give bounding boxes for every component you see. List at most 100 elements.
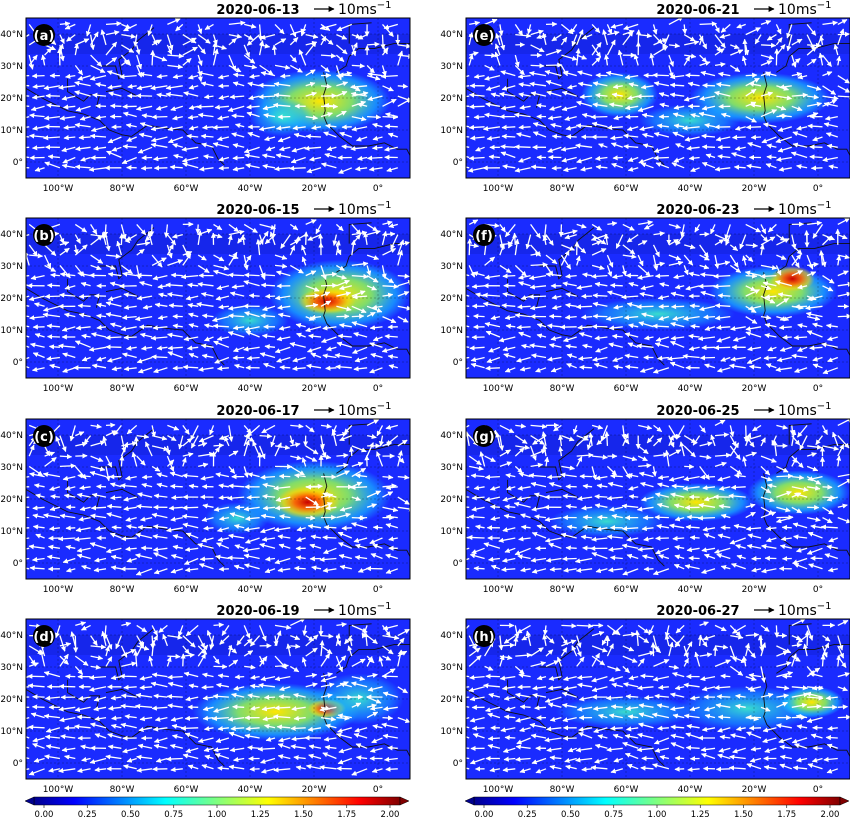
latitude-tick-label: 0° bbox=[453, 559, 463, 569]
wind-arrow bbox=[325, 365, 337, 371]
wind-arrow bbox=[105, 234, 111, 252]
wind-arrow bbox=[397, 249, 404, 266]
wind-arrow bbox=[259, 433, 273, 439]
colorbar-extend-low bbox=[24, 796, 35, 806]
wind-arrow bbox=[484, 474, 500, 480]
wind-arrow bbox=[825, 735, 838, 741]
longitude-tick-label: 0° bbox=[813, 585, 823, 595]
latitude-tick-label: 40°N bbox=[440, 30, 463, 40]
wind-arrow bbox=[699, 21, 718, 27]
wind-arrow bbox=[320, 162, 337, 169]
wind-arrow bbox=[138, 132, 153, 138]
wind-arrow bbox=[198, 166, 214, 172]
wind-arrow bbox=[182, 57, 192, 66]
wind-arrow bbox=[473, 114, 485, 120]
wind-arrow bbox=[351, 273, 369, 280]
wind-arrow bbox=[336, 279, 350, 287]
wind-arrow bbox=[107, 136, 122, 144]
wind-arrow bbox=[715, 766, 731, 772]
wind-arrow bbox=[305, 69, 316, 77]
longitude-tick-label: 100°W bbox=[483, 184, 514, 194]
wind-arrow bbox=[654, 514, 669, 520]
wind-arrow bbox=[46, 282, 60, 289]
latitude-tick-label: 30°N bbox=[0, 262, 23, 272]
wind-arrow bbox=[78, 134, 91, 141]
wind-arrow bbox=[384, 112, 398, 118]
wind-arrow bbox=[151, 354, 168, 360]
map-panel-c: (c) 2020-06-17 10ms−1 100°W 80°W 60°W 40°W 20°W… bbox=[0, 401, 411, 595]
wind-arrow bbox=[108, 91, 122, 97]
wind-arrow bbox=[487, 735, 500, 742]
wind-arrow bbox=[150, 142, 168, 148]
wind-arrow bbox=[341, 525, 352, 531]
wind-arrow bbox=[274, 38, 287, 46]
wind-arrow bbox=[249, 73, 260, 79]
wind-arrow bbox=[181, 156, 199, 163]
wind-arrow bbox=[31, 704, 45, 710]
wind-arrow bbox=[172, 143, 183, 149]
wind-arrow bbox=[197, 34, 211, 44]
wind-arrow bbox=[350, 146, 368, 152]
wind-arrow bbox=[187, 74, 199, 80]
wind-arrow bbox=[74, 244, 88, 256]
wind-arrow bbox=[516, 324, 531, 330]
wind-arrow bbox=[653, 155, 669, 161]
map-area bbox=[26, 419, 410, 579]
wind-arrow bbox=[305, 81, 316, 87]
wind-arrow bbox=[231, 113, 245, 119]
wind-arrow bbox=[169, 164, 183, 170]
wind-arrow bbox=[166, 34, 174, 51]
wind-arrow bbox=[356, 102, 368, 108]
longitude-tick-label: 20°W bbox=[302, 585, 327, 595]
wind-arrow bbox=[119, 233, 125, 245]
wind-arrow bbox=[837, 313, 850, 319]
wind-arrow bbox=[79, 115, 91, 121]
wind-arrow bbox=[105, 264, 116, 270]
wind-arrow bbox=[688, 555, 700, 561]
wind-arrow bbox=[530, 63, 545, 69]
wind-arrow bbox=[652, 323, 669, 329]
map-panel-f: (f) 2020-06-23 10ms−1 100°W 80°W 60°W 40°W 20°W… bbox=[440, 200, 850, 394]
wind-arrow bbox=[512, 232, 518, 245]
wind-arrow bbox=[518, 124, 531, 130]
wind-arrow bbox=[43, 115, 60, 121]
colorbar-tick-label: 0.75 bbox=[604, 810, 623, 819]
wind-arrow bbox=[119, 673, 137, 679]
coastline bbox=[99, 227, 155, 280]
wind-arrow bbox=[232, 355, 245, 361]
longitude-tick-label: 0° bbox=[373, 585, 383, 595]
wind-arrow bbox=[165, 91, 183, 98]
wind-arrow bbox=[122, 271, 137, 277]
wind-arrow bbox=[382, 98, 397, 107]
wind-arrow bbox=[546, 474, 562, 480]
wind-arrow bbox=[269, 231, 276, 246]
wind-arrow bbox=[195, 224, 201, 235]
wind-arrow bbox=[26, 34, 30, 38]
wind-arrow bbox=[105, 56, 118, 66]
wind-arrow bbox=[89, 133, 107, 139]
wind-arrow bbox=[652, 72, 669, 78]
wind-arrow bbox=[46, 102, 60, 108]
colorbar-1: 0.00 0.25 0.50 0.75 1.00 1.25 1.50 1.75 2.00 bbox=[24, 796, 410, 819]
wind-arrow bbox=[119, 455, 125, 467]
wind-arrow bbox=[73, 244, 79, 255]
wind-arrow bbox=[743, 425, 749, 442]
wind-arrow bbox=[655, 535, 669, 541]
wind-arrow bbox=[156, 73, 168, 79]
wind-arrow bbox=[380, 73, 398, 79]
wind-arrow bbox=[137, 524, 153, 530]
dust-plume-2 bbox=[581, 298, 735, 330]
dust-plume-1 bbox=[275, 486, 340, 519]
colorbar-tick-label: 0.75 bbox=[164, 810, 183, 819]
wind-arrow bbox=[170, 272, 183, 278]
wind-arrow bbox=[216, 136, 230, 142]
wind-arrow bbox=[643, 566, 654, 572]
coastline bbox=[26, 88, 132, 137]
latitude-tick-label: 10°N bbox=[0, 527, 23, 537]
wind-arrow bbox=[837, 31, 850, 37]
latitude-tick-label: 40°N bbox=[440, 431, 463, 441]
longitude-tick-label: 20°W bbox=[302, 184, 327, 194]
wind-arrow bbox=[244, 64, 258, 70]
wind-arrow bbox=[90, 235, 103, 246]
longitude-tick-label: 80°W bbox=[550, 585, 575, 595]
